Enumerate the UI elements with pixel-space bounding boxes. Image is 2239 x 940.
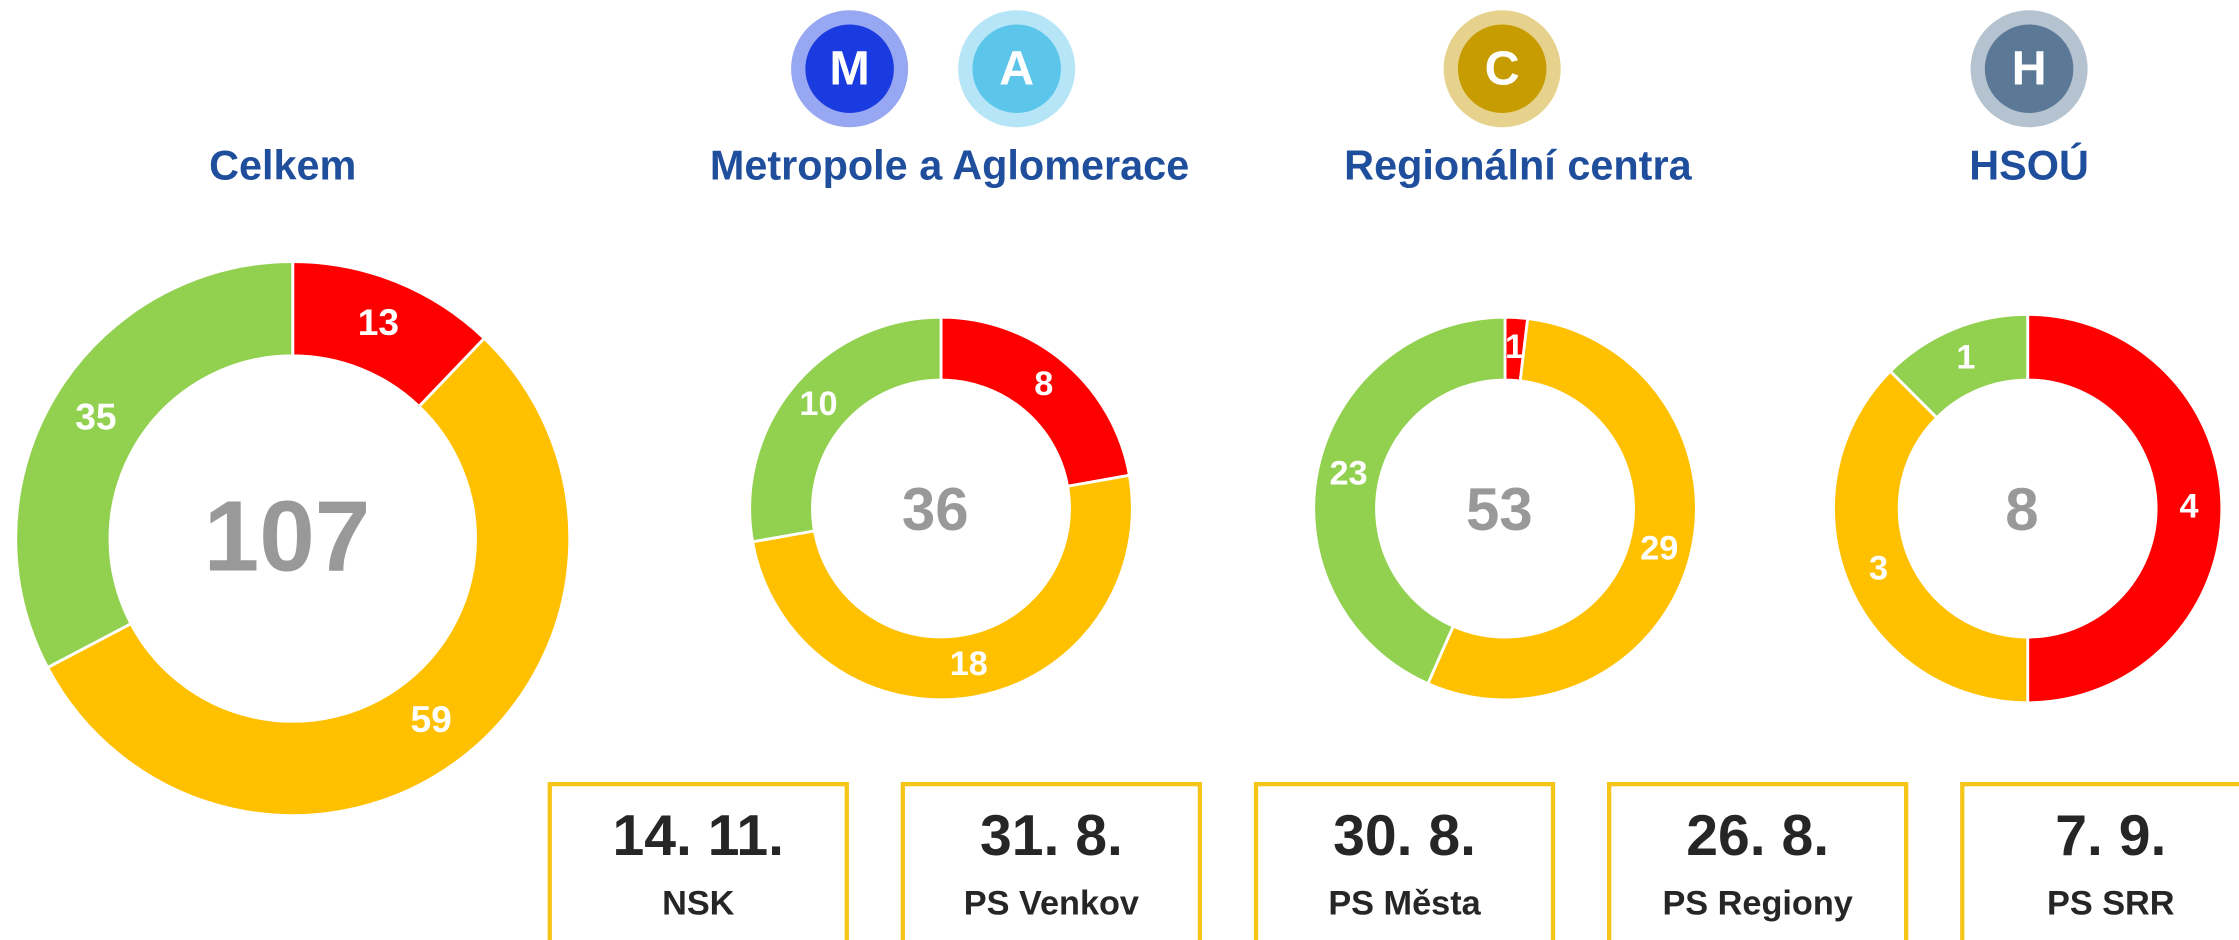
donut-segment — [1426, 316, 1698, 702]
donut-total: 107 — [204, 482, 371, 593]
badge-letter: H — [2012, 41, 2047, 95]
date-label: PS Venkov — [964, 885, 1139, 923]
segment-label: 8 — [1034, 365, 1053, 403]
chart-title: Metropole a Aglomerace — [710, 143, 1189, 189]
date: 26. 8. — [1686, 804, 1829, 868]
date-box — [1960, 782, 2239, 940]
badge-letter: C — [1485, 41, 1520, 95]
date-label: PS SRR — [2047, 885, 2175, 923]
date-box — [1253, 782, 1556, 940]
badge-letter: A — [999, 41, 1034, 95]
badge-letter: M — [829, 41, 869, 95]
donut-segment — [45, 336, 572, 817]
date-box — [547, 782, 849, 940]
date: 30. 8. — [1333, 804, 1476, 868]
date-label: NSK — [662, 885, 735, 923]
donut-total: 8 — [2005, 476, 2038, 543]
segment-label: 29 — [1640, 530, 1678, 568]
badge — [972, 24, 1061, 114]
segment-label: 59 — [410, 698, 451, 740]
date-label: PS Regiony — [1662, 885, 1852, 923]
segment-label: 1 — [1956, 339, 1975, 377]
badge — [1984, 24, 2074, 114]
segment-label: 13 — [358, 301, 399, 343]
date-label: PS Města — [1328, 885, 1481, 923]
segment-label: 10 — [799, 385, 837, 423]
donut-total: 53 — [1466, 476, 1533, 543]
segment-label: 1 — [1505, 328, 1524, 366]
donut-segment — [2026, 312, 2224, 705]
segment-label: 3 — [1869, 549, 1888, 587]
donut-segment — [750, 473, 1134, 701]
segment-label: 35 — [75, 396, 116, 438]
chart-title: Celkem — [209, 143, 356, 189]
donut-segment — [1888, 312, 2030, 420]
donut-segment — [14, 260, 295, 670]
chart-title: HSOÚ — [1969, 143, 2089, 189]
badge — [1457, 24, 1547, 114]
donut-segment — [1312, 315, 1507, 686]
date: 14. 11. — [613, 804, 785, 868]
donut-segment — [939, 315, 1132, 488]
segment-label: 18 — [950, 645, 988, 683]
date: 7. 9. — [2055, 804, 2166, 868]
chart-title: Regionální centra — [1344, 143, 1692, 189]
badge — [805, 24, 894, 114]
donut-segment — [748, 315, 943, 544]
date-box — [900, 782, 1203, 940]
donut-segment — [1832, 369, 2030, 705]
segment-label: 4 — [2179, 488, 2198, 526]
date-box — [1606, 782, 1909, 940]
date: 31. 8. — [980, 804, 1123, 868]
segment-label: 23 — [1329, 455, 1367, 493]
donut-total: 36 — [902, 476, 969, 543]
